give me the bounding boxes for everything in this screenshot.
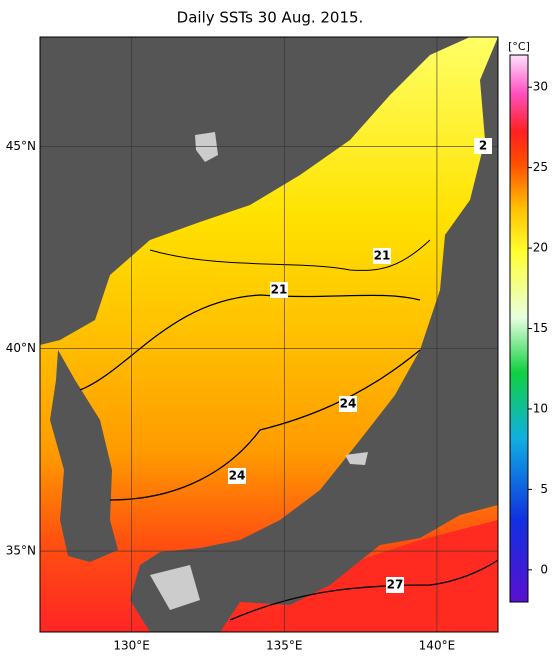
colorbar	[509, 54, 529, 603]
lake-area	[150, 565, 200, 610]
contour-label-bg	[228, 468, 246, 484]
island	[195, 132, 218, 162]
contour	[149, 239, 431, 271]
contour-label: 27	[387, 578, 404, 592]
contour-label-bg	[386, 577, 404, 593]
lat-label: 35°N	[6, 544, 36, 558]
lon-label: 140°E	[419, 639, 456, 653]
contour-label: 24	[229, 469, 246, 483]
contour-label-bg	[339, 396, 357, 412]
map-area: 2 21 21 24 24 27	[40, 37, 498, 632]
colorbar-unit: [°C]	[508, 40, 530, 53]
warm-sea	[230, 520, 498, 632]
contour-label-bg	[474, 138, 492, 154]
land	[130, 37, 498, 632]
colorbar-tick-label: 25	[533, 160, 548, 174]
colorbar-tick-label: 10	[533, 401, 548, 415]
contour	[79, 294, 421, 391]
contour	[109, 349, 421, 501]
contour-label: 2	[479, 139, 487, 153]
island	[345, 452, 368, 465]
lon-label: 135°E	[266, 639, 303, 653]
colorbar-tick-label: 15	[533, 321, 548, 335]
colorbar-tick-label: 30	[533, 80, 548, 94]
lat-label: 40°N	[6, 341, 36, 355]
contour-label: 21	[271, 283, 288, 297]
contour-label: 24	[340, 397, 357, 411]
lon-label: 130°E	[113, 639, 150, 653]
contour-label-bg	[373, 248, 391, 264]
lat-label: 45°N	[6, 139, 36, 153]
contour-label-bg	[270, 282, 288, 298]
colorbar-tick-label: 20	[533, 241, 548, 255]
title: Daily SSTs 30 Aug. 2015.	[177, 9, 364, 27]
contour-label: 21	[374, 249, 391, 263]
map-frame	[39, 36, 499, 633]
colorbar-tick-label: 0	[540, 562, 548, 576]
land	[50, 350, 118, 562]
land	[40, 37, 470, 345]
colorbar-tick-label: 5	[540, 482, 548, 496]
